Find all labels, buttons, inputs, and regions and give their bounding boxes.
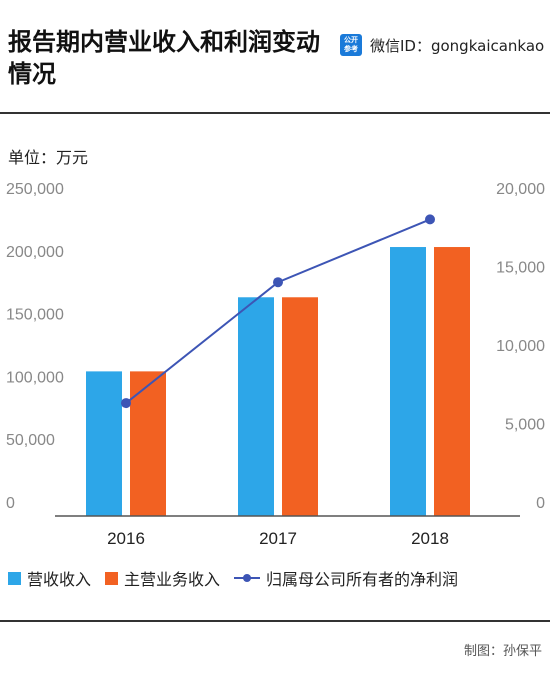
chart-area: 0 50,000 100,000 150,000 200,000 250,000 0 5,0…: [6, 181, 545, 548]
wechat-logo-icon: 公开 参考: [340, 34, 362, 56]
bar-revenue: [238, 297, 274, 516]
bar-revenue: [86, 371, 122, 516]
left-tick-label: 100,000: [6, 369, 64, 386]
x-axis: 2016 2017 2018: [107, 529, 449, 548]
legend-swatch-orange: [105, 571, 119, 585]
bar-main-revenue: [282, 297, 318, 516]
bar-revenue: [390, 247, 426, 517]
x-tick-label: 2018: [411, 529, 449, 548]
logo-text-bottom: 参考: [344, 45, 358, 53]
profit-line-path: [125, 218, 431, 404]
legend-swatch-blue: [8, 571, 21, 585]
left-tick-label: 200,000: [6, 244, 64, 261]
unit-label: 单位：万元: [8, 148, 89, 167]
legend-line-marker-icon: [234, 571, 261, 585]
profit-line: [121, 214, 435, 409]
legend-item-main-revenue: 主营业务收入: [105, 566, 220, 590]
right-tick-label: 10,000: [496, 338, 545, 355]
profit-point: [273, 277, 283, 288]
bar-main-revenue: [434, 247, 470, 517]
right-tick-label: 20,000: [496, 181, 545, 198]
left-tick-label: 150,000: [6, 307, 64, 324]
left-axis: 0 50,000 100,000 150,000 200,000 250,000: [6, 181, 64, 512]
profit-point: [425, 214, 435, 225]
bar-main-revenue: [130, 371, 166, 516]
bars: [86, 247, 470, 517]
legend: 营收收入 主营业务收入 归属母公司所有者的净利润: [8, 566, 472, 590]
legend-item-net-profit: 归属母公司所有者的净利润: [234, 566, 458, 590]
legend-label: 营收收入: [27, 570, 92, 589]
left-tick-label: 0: [6, 495, 15, 512]
x-tick-label: 2016: [107, 529, 145, 548]
chart-title: 报告期内营业收入和利润变动情况: [8, 28, 320, 88]
logo-text-top: 公开: [344, 36, 358, 44]
right-tick-label: 0: [536, 495, 545, 512]
top-divider: [0, 112, 550, 114]
wechat-id: 公开 参考 微信ID：gongkaicankao: [340, 34, 544, 56]
wechat-label: 微信ID：gongkaicankao: [370, 36, 545, 55]
legend-label: 主营业务收入: [124, 570, 221, 589]
right-tick-label: 15,000: [496, 260, 545, 277]
x-tick-label: 2017: [259, 529, 297, 548]
right-tick-label: 5,000: [505, 417, 545, 434]
bottom-divider: [0, 620, 550, 622]
left-tick-label: 250,000: [6, 181, 64, 198]
left-tick-label: 50,000: [6, 432, 55, 449]
legend-label: 归属母公司所有者的净利润: [266, 570, 459, 589]
credit: 制图：孙保平: [463, 644, 542, 659]
profit-point: [121, 398, 131, 409]
right-axis: 0 5,000 10,000 15,000 20,000: [496, 181, 545, 512]
legend-item-revenue: 营收收入: [8, 566, 91, 590]
